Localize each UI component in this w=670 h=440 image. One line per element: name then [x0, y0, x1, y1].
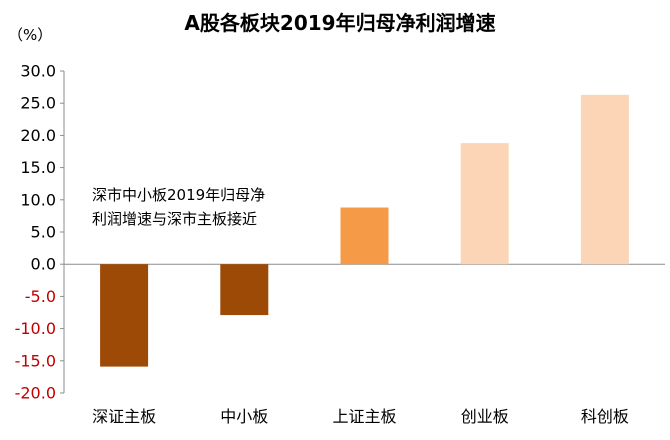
x-category-label: 中小板 — [220, 407, 268, 426]
bar-1 — [100, 264, 149, 367]
y-axis-ticks: 30.0 25.0 20.0 15.0 10.0 5.0 0.0 -5.0 -10.0 -15.0… — [15, 62, 64, 403]
y-tick-label: 0.0 — [31, 255, 56, 274]
bar-4 — [460, 143, 509, 265]
chart-title: A股各板块2019年归母净利润增速 — [184, 11, 495, 35]
annotation: 深市中小板2019年归母净 利润增速与深市主板接近 — [92, 186, 265, 228]
y-tick-label: -10.0 — [15, 319, 56, 338]
y-tick-label: 25.0 — [20, 94, 56, 113]
x-category-label: 科创板 — [581, 407, 629, 426]
bar-2 — [220, 264, 269, 316]
y-tick-label: 20.0 — [20, 126, 56, 145]
x-axis-labels: 深证主板 中小板 上证主板 创业板 科创板 — [92, 407, 629, 426]
x-category-label: 深证主板 — [92, 407, 156, 426]
y-tick-label: -5.0 — [25, 287, 56, 306]
y-tick-label: 15.0 — [20, 158, 56, 177]
y-tick-label: -15.0 — [15, 351, 56, 370]
x-category-label: 创业板 — [461, 407, 509, 426]
bars — [100, 94, 629, 367]
x-category-label: 上证主板 — [332, 407, 396, 426]
bar-3 — [340, 207, 389, 265]
y-tick-label: 10.0 — [20, 190, 56, 209]
annotation-line-1: 深市中小板2019年归母净 — [92, 186, 265, 204]
bar-5 — [580, 94, 629, 265]
annotation-line-2: 利润增速与深市主板接近 — [92, 210, 257, 228]
y-tick-label: -20.0 — [15, 384, 56, 403]
y-tick-label: 5.0 — [31, 223, 56, 242]
unit-label: （%） — [8, 26, 52, 44]
y-tick-label: 30.0 — [20, 62, 56, 81]
